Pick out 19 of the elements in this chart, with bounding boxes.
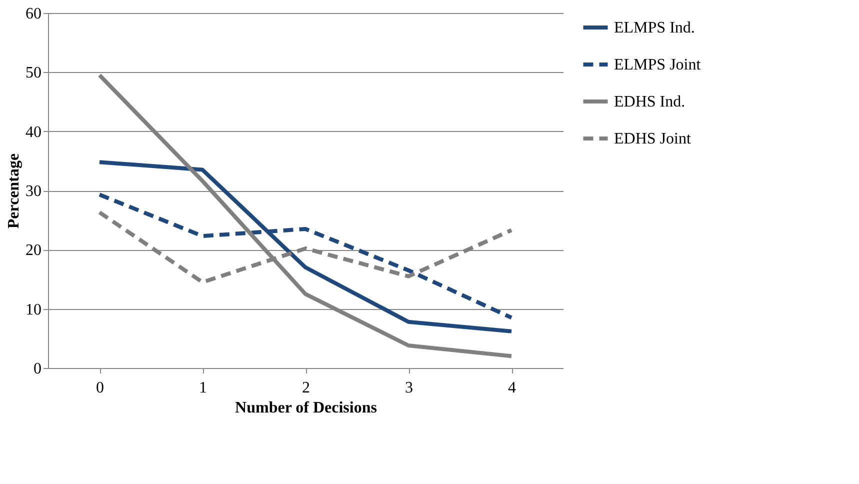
y-tick-label: 50: [26, 64, 42, 82]
y-tick-label: 10: [26, 301, 42, 318]
y-tick-label: 60: [26, 6, 42, 22]
legend-label: EDHS Ind.: [614, 94, 686, 110]
legend-label: EDHS Joint: [614, 130, 692, 148]
x-axis-title: Number of Decisions: [235, 400, 377, 416]
x-tick-label: 0: [96, 380, 104, 396]
x-tick-label: 4: [508, 380, 516, 396]
y-tick-label: 40: [26, 124, 42, 141]
x-tick-label: 3: [405, 380, 413, 396]
line-series: [98, 160, 514, 334]
x-tick-label: 1: [199, 380, 207, 396]
y-axis-title: Percentage: [6, 153, 22, 229]
legend-label: ELMPS Joint: [614, 56, 702, 74]
y-tick-label: 0: [34, 360, 42, 378]
y-tick-label: 30: [26, 183, 42, 200]
x-tick-label: 2: [302, 380, 310, 396]
legend-label: ELMPS Ind.: [614, 20, 695, 36]
y-tick-label: 20: [26, 242, 42, 260]
